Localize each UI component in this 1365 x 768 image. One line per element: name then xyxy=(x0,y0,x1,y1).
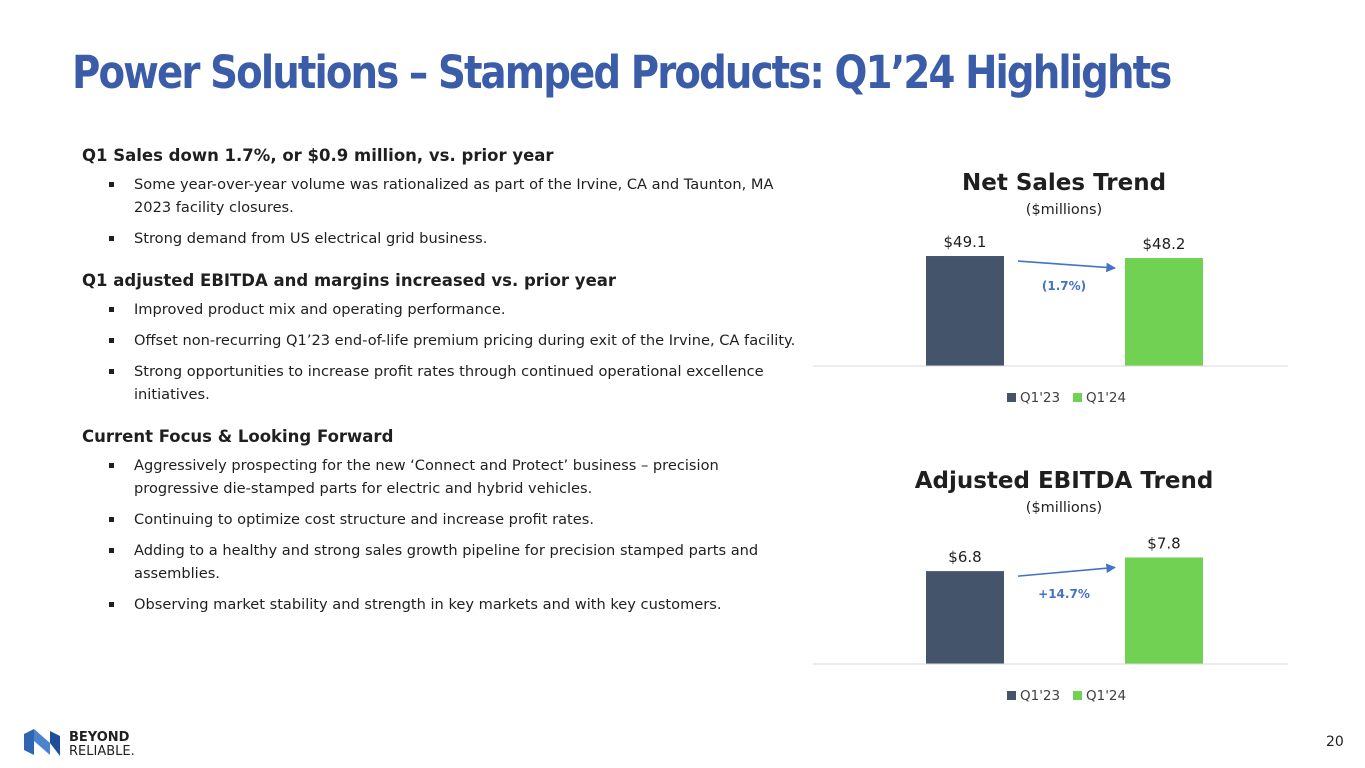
chart-svg: Adjusted EBITDA Trend ($millions) $6.8 $7.8… xyxy=(813,468,1288,704)
section-ebitda: Q1 adjusted EBITDA and margins increased… xyxy=(82,271,797,406)
bullet-item: Improved product mix and operating perfo… xyxy=(82,298,797,321)
bullet-item: Aggressively prospecting for the new ‘Co… xyxy=(82,454,797,500)
bullet-square-icon xyxy=(109,602,114,607)
legend-swatch-q1-23 xyxy=(1007,691,1016,700)
legend-swatch-q1-23 xyxy=(1007,393,1016,402)
bullet-square-icon xyxy=(109,338,114,343)
chart-subtitle: ($millions) xyxy=(1026,500,1102,516)
bullet-square-icon xyxy=(109,369,114,374)
net-sales-chart: Net Sales Trend ($millions) $49.1 $48.2 (1.7… xyxy=(805,158,1325,448)
data-label: $48.2 xyxy=(1143,235,1186,253)
chart-subtitle: ($millions) xyxy=(1026,202,1102,218)
section-heading: Q1 adjusted EBITDA and margins increased… xyxy=(82,271,617,290)
bullet-square-icon xyxy=(109,463,114,468)
bullet-item: Adding to a healthy and strong sales gro… xyxy=(82,539,797,585)
page-title: Power Solutions – Stamped Products: Q1’2… xyxy=(72,46,1172,99)
bullet-item: Offset non-recurring Q1’23 end-of-life p… xyxy=(82,329,797,352)
bullet-list: Improved product mix and operating perfo… xyxy=(82,298,797,406)
bullet-item: Some year-over-year volume was rationali… xyxy=(82,173,797,219)
bullet-square-icon xyxy=(109,236,114,241)
bullet-list: Some year-over-year volume was rationali… xyxy=(82,173,797,250)
section-heading: Q1 Sales down 1.7%, or $0.9 million, vs.… xyxy=(82,146,554,165)
data-label: $7.8 xyxy=(1147,534,1180,552)
bar-q124 xyxy=(1125,258,1203,366)
logo-line2: RELIABLE. xyxy=(69,744,135,759)
change-arrow xyxy=(1017,260,1116,273)
bullet-square-icon xyxy=(109,307,114,312)
bullet-item: Strong opportunities to increase profit … xyxy=(82,360,797,406)
bullet-item: Observing market stability and strength … xyxy=(82,593,797,616)
bar-q123 xyxy=(926,256,1004,366)
page-number: 20 xyxy=(1326,734,1344,750)
bullet-square-icon xyxy=(109,548,114,553)
data-label: $6.8 xyxy=(948,548,981,566)
ebitda-chart: Adjusted EBITDA Trend ($millions) $6.8 $7.8… xyxy=(805,456,1325,746)
legend-label: Q1'23 xyxy=(1020,390,1060,406)
legend-swatch-q1-24 xyxy=(1073,691,1082,700)
bar-q124 xyxy=(1125,557,1203,664)
chart-title: Net Sales Trend xyxy=(962,170,1166,196)
bar-q123 xyxy=(926,571,1004,664)
bullet-item: Strong demand from US electrical grid bu… xyxy=(82,227,797,250)
bullet-square-icon xyxy=(109,182,114,187)
section-focus: Current Focus & Looking Forward Aggressi… xyxy=(82,427,797,616)
change-label: +14.7% xyxy=(1038,587,1090,601)
change-label: (1.7%) xyxy=(1042,279,1086,293)
chart-title: Adjusted EBITDA Trend xyxy=(915,468,1214,494)
company-logo: BEYOND RELIABLE. xyxy=(22,726,172,760)
logo-line1: BEYOND xyxy=(69,730,130,745)
chart-svg: Net Sales Trend ($millions) $49.1 $48.2 (1.7… xyxy=(813,170,1288,406)
section-sales: Q1 Sales down 1.7%, or $0.9 million, vs.… xyxy=(82,146,797,250)
legend-swatch-q1-24 xyxy=(1073,393,1082,402)
change-arrow xyxy=(1017,563,1116,577)
legend-label: Q1'24 xyxy=(1086,688,1126,704)
logo-mark-icon: BEYOND RELIABLE. xyxy=(24,729,135,759)
highlights-text: Q1 Sales down 1.7%, or $0.9 million, vs.… xyxy=(82,146,797,637)
bullet-square-icon xyxy=(109,517,114,522)
legend-label: Q1'23 xyxy=(1020,688,1060,704)
data-label: $49.1 xyxy=(944,233,987,251)
legend-label: Q1'24 xyxy=(1086,390,1126,406)
section-heading: Current Focus & Looking Forward xyxy=(82,427,394,446)
bullet-list: Aggressively prospecting for the new ‘Co… xyxy=(82,454,797,616)
bullet-item: Continuing to optimize cost structure an… xyxy=(82,508,797,531)
